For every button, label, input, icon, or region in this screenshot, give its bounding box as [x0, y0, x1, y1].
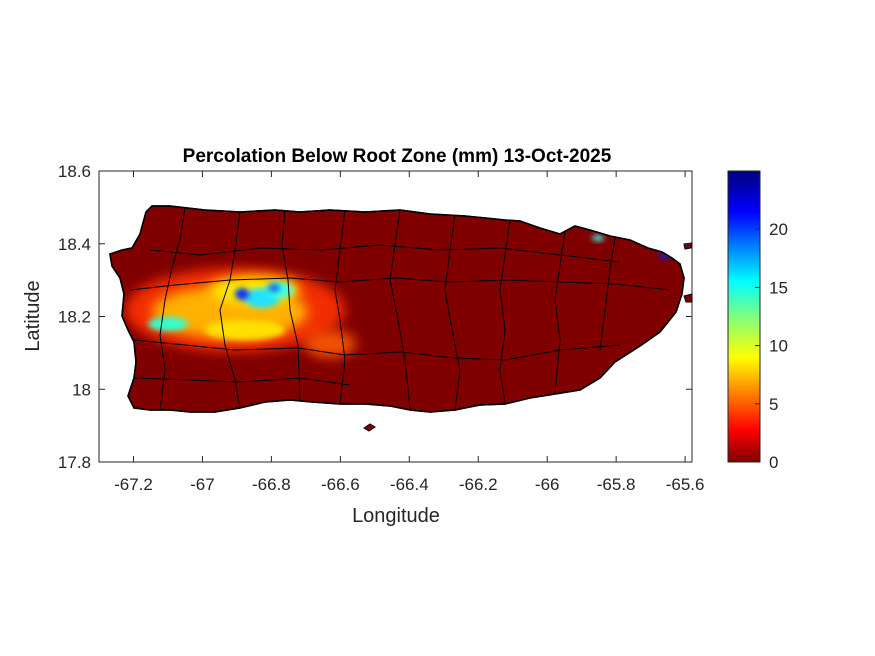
- hotspot-blue-peak-2: [268, 284, 280, 292]
- colorbar-gradient: [727, 170, 761, 463]
- x-tick-label: -66.8: [252, 475, 291, 494]
- hotspot-cyan-west: [148, 317, 188, 331]
- colorbar-tick-label: 15: [769, 278, 788, 297]
- municipality-boundaries: [129, 207, 671, 411]
- hotspot-yellow-south: [205, 320, 285, 340]
- y-tick-label: 18: [72, 380, 91, 399]
- y-tick-label: 18.2: [58, 308, 91, 327]
- island-heatmap: [109, 205, 693, 432]
- x-axis-ticks: -67.2 -67 -66.8 -66.6 -66.4 -66.2 -66 -65.8 -65.…: [114, 171, 704, 494]
- y-tick-label: 17.8: [58, 453, 91, 472]
- hotspot-blue-peak: [235, 288, 249, 300]
- hotspot-northeast-coast: [592, 235, 604, 241]
- colorbar-ticks: 0 5 10 15 20: [755, 220, 788, 472]
- colorbar-tick-label: 20: [769, 220, 788, 239]
- x-tick-label: -66.4: [390, 475, 429, 494]
- x-tick-label: -65.8: [597, 475, 636, 494]
- x-tick-label: -65.6: [666, 475, 705, 494]
- hotspot-south-central: [304, 330, 356, 358]
- x-tick-label: -67: [190, 475, 215, 494]
- y-tick-label: 18.6: [58, 162, 91, 181]
- colorbar: 0 5 10 15 20: [727, 170, 788, 472]
- percolation-hotspots: [125, 235, 669, 358]
- colorbar-tick-label: 0: [769, 453, 778, 472]
- colorbar-tick-label: 10: [769, 337, 788, 356]
- x-tick-label: -66: [535, 475, 560, 494]
- colorbar-tick-label: 5: [769, 395, 778, 414]
- x-tick-label: -67.2: [114, 475, 153, 494]
- y-axis-ticks: 17.8 18 18.2 18.4 18.6: [58, 162, 692, 472]
- caja-de-muertos-island: [363, 423, 376, 432]
- x-tick-label: -66.2: [459, 475, 498, 494]
- coastline: [109, 205, 685, 413]
- east-islet: [683, 293, 693, 303]
- y-axis-label: Latitude: [22, 280, 44, 351]
- x-axis-label: Longitude: [352, 505, 440, 527]
- x-tick-label: -66.6: [321, 475, 360, 494]
- chart-title: Percolation Below Root Zone (mm) 13-Oct-…: [183, 146, 612, 167]
- y-tick-label: 18.4: [58, 235, 91, 254]
